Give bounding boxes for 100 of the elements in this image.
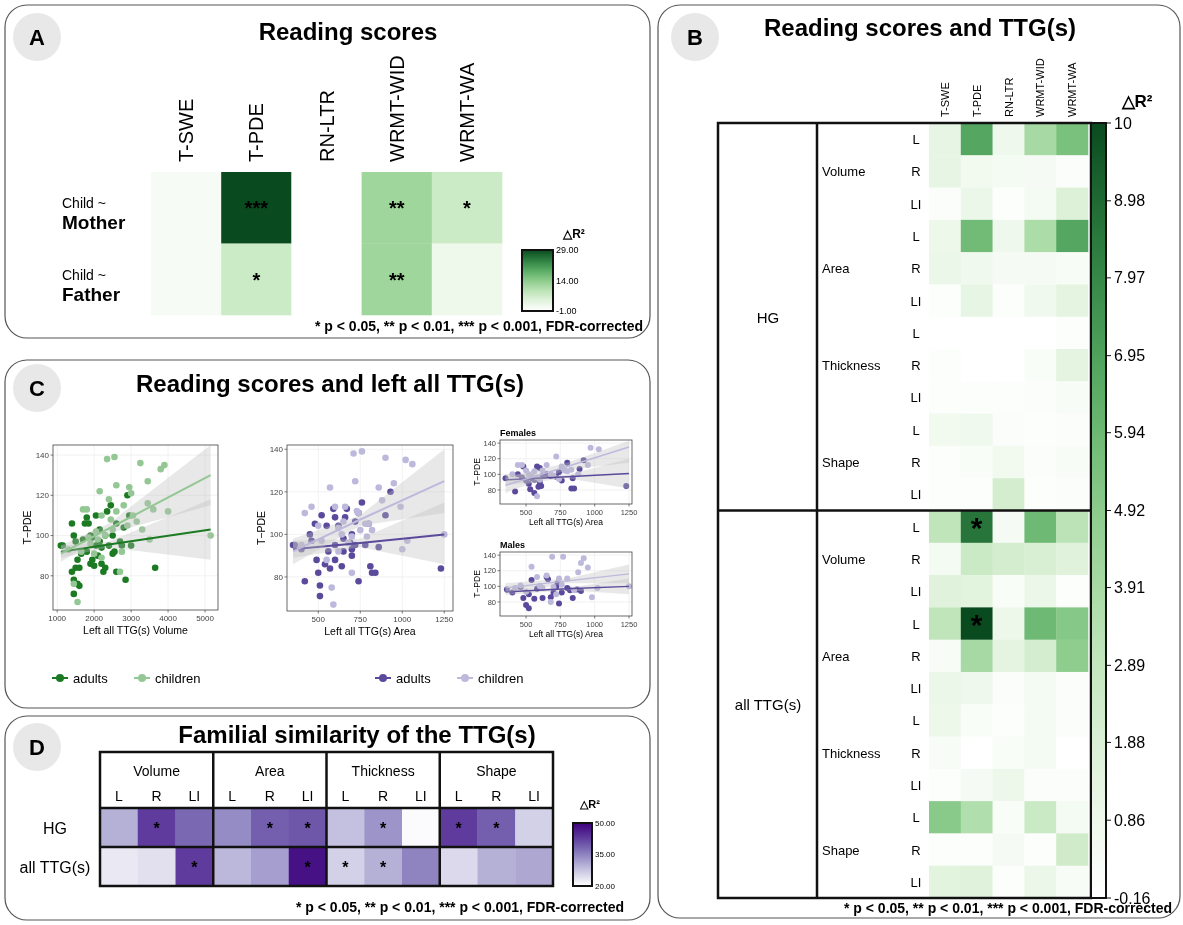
color-bar-label: 29.00 [556, 245, 579, 256]
chart-title: Reading scores and TTG(s) [763, 14, 1077, 41]
y-tick-label: 100 [269, 530, 284, 540]
text: C [29, 376, 46, 401]
x-tick-label: 500 [311, 615, 326, 624]
color-bar-label: 14.00 [556, 275, 579, 286]
data-label: * [304, 819, 312, 837]
x-tick-label: L [454, 788, 463, 804]
x-tick-label: T-PDE [970, 84, 983, 117]
text: A [29, 25, 46, 50]
x-tick-label: WRMT-WA [455, 62, 478, 162]
y-tick-label: 80 [40, 571, 50, 581]
data-label: * [493, 819, 501, 837]
text: Volume [822, 551, 866, 567]
text: Shape [822, 455, 860, 471]
y-tick-label: LI [910, 777, 922, 793]
color-bar-label: 35.00 [595, 850, 616, 860]
x-tick-label: WRMT-WID [1034, 58, 1047, 117]
y-tick-label: R [911, 164, 921, 180]
data-label: * [463, 197, 471, 220]
annotation: * p < 0.05, ** p < 0.01, *** p < 0.001, FDR-corrected [315, 318, 643, 334]
text: Thickness [822, 358, 882, 374]
text: HG [756, 308, 780, 326]
x-tick-label: LI [415, 788, 427, 804]
y-tick-label: LI [910, 293, 922, 309]
chart-title: Males [500, 540, 526, 550]
y-tick-label: R [911, 551, 921, 567]
x-axis-title: Left all TTG(s) Area [528, 629, 604, 639]
x-tick-label: WRMT-WID [385, 55, 408, 162]
data-label: * [970, 511, 983, 545]
data-label: * [342, 858, 350, 876]
color-bar-label: 3.91 [1114, 579, 1146, 597]
x-tick-label: 1000 [393, 615, 412, 624]
x-axis-title: Left all TTG(s) Area [528, 517, 604, 527]
color-bar-label: 0.86 [1114, 811, 1146, 829]
x-tick-label: 4000 [159, 614, 178, 623]
x-tick-label: 3000 [122, 614, 141, 623]
x-tick-label: T-PDE [245, 103, 268, 162]
data-label: * [266, 819, 274, 837]
color-bar-label: 8.98 [1114, 192, 1146, 210]
y-axis-title: T−PDE [255, 510, 268, 546]
color-bar-title: △R² [579, 798, 601, 810]
y-tick-label: LI [910, 487, 922, 503]
y-tick-label: 100 [35, 531, 50, 541]
text: Area [822, 648, 851, 664]
y-tick-label: L [912, 229, 920, 245]
y-tick-label: L [912, 325, 920, 341]
y-tick-label: Child ~ Father [62, 266, 121, 305]
x-axis-title: Left all TTG(s) Volume [83, 623, 189, 636]
text: Thickness [822, 745, 882, 761]
color-bar-label: 7.97 [1114, 269, 1146, 287]
data-label: *** [244, 197, 269, 220]
color-bar-label: 20.00 [595, 881, 616, 891]
data-label: * [455, 819, 463, 837]
color-bar-label: 50.00 [595, 818, 616, 828]
y-tick-label: 120 [35, 491, 50, 501]
y-tick-label: all TTG(s) [19, 858, 91, 876]
color-bar-label: 6.95 [1114, 347, 1146, 365]
text: Thickness [351, 763, 415, 779]
y-axis-title: T−PDE [471, 569, 482, 598]
data-label: * [252, 268, 261, 291]
x-tick-label: 5000 [196, 614, 215, 623]
y-tick-label: LI [910, 390, 922, 406]
text: * p < 0.05, ** p < 0.01, *** p < 0.001, FDR-corrected [296, 899, 624, 915]
y-tick-label: L [912, 713, 920, 729]
color-bar-label: -1.00 [556, 306, 577, 317]
y-axis-title: T−PDE [21, 510, 34, 545]
x-tick-label: R [378, 788, 389, 804]
x-tick-label: LI [528, 788, 540, 804]
color-bar-label: 5.94 [1114, 424, 1146, 442]
x-tick-label: 1250 [435, 615, 454, 624]
data-label: ** [388, 197, 405, 220]
y-tick-label: Child ~ Mother [62, 195, 126, 233]
x-tick-label: R [151, 788, 162, 804]
text: Volume [133, 763, 181, 779]
y-tick-label: L [912, 810, 920, 826]
y-tick-label: R [911, 842, 921, 858]
data-label: * [153, 819, 161, 837]
x-tick-label: 750 [353, 615, 368, 624]
y-tick-label: R [911, 261, 921, 277]
y-tick-label: 80 [274, 572, 284, 582]
color-bar-title: △R² [562, 227, 585, 241]
data-label: * [304, 858, 312, 876]
color-bar-label: 2.89 [1114, 656, 1146, 674]
x-tick-label: T-SWE [938, 82, 951, 117]
color-bar-label: 1.88 [1114, 733, 1146, 751]
y-tick-label: R [911, 745, 921, 761]
text: B [687, 25, 703, 50]
legend-label: children [155, 671, 201, 686]
text: Shape [822, 842, 860, 858]
y-tick-label: LI [910, 584, 922, 600]
y-tick-label: LI [910, 681, 922, 697]
text: Volume [822, 164, 866, 180]
text: Shape [476, 763, 517, 779]
data-label: ** [388, 268, 405, 291]
y-tick-label: L [912, 422, 920, 438]
x-tick-label: L [228, 788, 237, 804]
y-tick-label: R [911, 455, 921, 471]
y-tick-label: 140 [269, 445, 284, 455]
x-tick-label: LI [188, 788, 201, 804]
